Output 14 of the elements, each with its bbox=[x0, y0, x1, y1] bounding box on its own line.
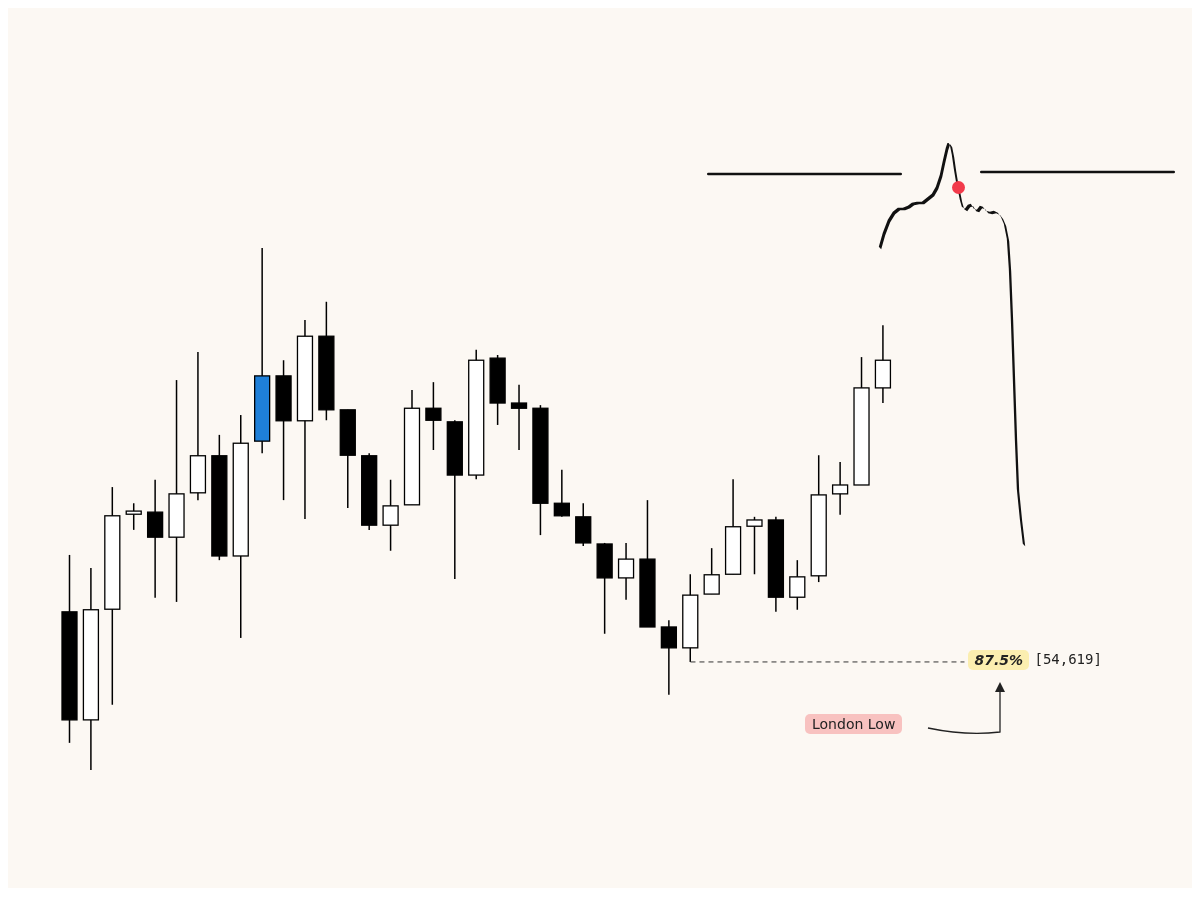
candlestick bbox=[553, 469, 570, 518]
candlestick bbox=[617, 542, 635, 601]
candlestick bbox=[510, 384, 528, 451]
text: [54,619] bbox=[1034, 650, 1102, 667]
candlestick bbox=[425, 381, 442, 451]
candlestick bbox=[746, 516, 763, 575]
candlestick bbox=[660, 619, 678, 696]
candlestick bbox=[831, 461, 849, 516]
candlestick bbox=[703, 547, 720, 595]
candlestick bbox=[382, 479, 399, 552]
candlestick bbox=[125, 502, 142, 531]
text: 87.5% bbox=[968, 649, 1030, 670]
candlestick bbox=[789, 559, 806, 611]
annotation: London Low bbox=[805, 714, 903, 734]
